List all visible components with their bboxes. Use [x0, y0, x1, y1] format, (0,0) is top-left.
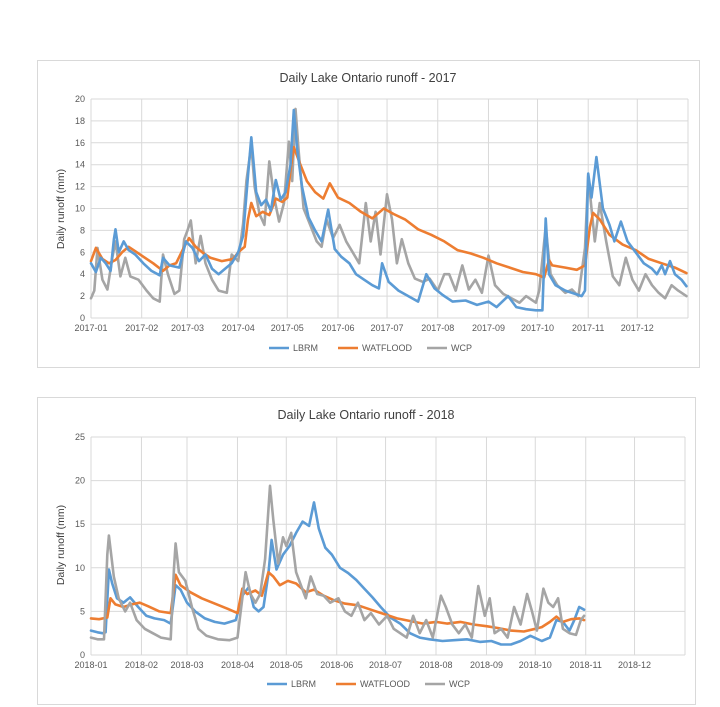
y-tick-label: 25 — [75, 432, 85, 442]
legend-item-wcp: WCP — [427, 343, 472, 353]
chart-2018: Daily Lake Ontario runoff - 2018 Daily r… — [55, 408, 686, 689]
y-tick-label: 14 — [75, 160, 85, 170]
legend-label: WCP — [449, 679, 470, 689]
legend: LBRM WATFLOOD WCP — [269, 343, 472, 353]
legend-item-lbrm: LBRM — [269, 343, 318, 353]
gridlines — [90, 436, 686, 656]
legend-label: LBRM — [291, 679, 316, 689]
x-tick-label: 2018-04 — [221, 660, 254, 670]
legend-item-lbrm: LBRM — [267, 679, 316, 689]
x-tick-label: 2017-11 — [572, 323, 604, 333]
x-tick-label: 2017-10 — [521, 323, 554, 333]
x-tick-label: 2018-11 — [570, 660, 602, 670]
y-tick-label: 20 — [75, 94, 85, 104]
x-tick-label: 2017-07 — [371, 323, 404, 333]
y-tick-label: 6 — [80, 247, 85, 257]
x-tick-label: 2017-08 — [421, 323, 454, 333]
y-tick-label: 2 — [80, 291, 85, 301]
y-axis-label: Daily runoff (mm) — [55, 169, 67, 249]
y-tick-label: 20 — [75, 476, 85, 486]
x-tick-label: 2017-01 — [74, 323, 107, 333]
x-tick-label: 2017-12 — [621, 323, 654, 333]
legend-item-watflood: WATFLOOD — [338, 343, 412, 353]
x-tick-label: 2017-02 — [125, 323, 158, 333]
chart-title: Daily Lake Ontario runoff - 2018 — [278, 408, 455, 422]
x-tick-label: 2018-03 — [171, 660, 204, 670]
x-tick-label: 2018-05 — [270, 660, 303, 670]
y-tick-label: 12 — [75, 182, 85, 192]
chart-panel-2018: Daily Lake Ontario runoff - 2018 Daily r… — [37, 397, 696, 705]
series-line-wcp — [89, 107, 688, 304]
legend-label: WCP — [451, 343, 472, 353]
y-tick-label: 16 — [75, 138, 85, 148]
x-tick-label: 2018-08 — [419, 660, 452, 670]
y-tick-label: 8 — [80, 225, 85, 235]
x-tick-label: 2017-04 — [222, 323, 255, 333]
series-line-watflood — [89, 145, 688, 279]
chart-title: Daily Lake Ontario runoff - 2017 — [280, 71, 457, 85]
legend: LBRM WATFLOOD WCP — [267, 679, 470, 689]
x-tick-label: 2017-06 — [321, 323, 354, 333]
x-tick-label: 2018-01 — [74, 660, 107, 670]
x-tick-label: 2018-12 — [618, 660, 651, 670]
x-tick-label: 2018-10 — [519, 660, 552, 670]
legend-label: LBRM — [293, 343, 318, 353]
x-tick-label: 2017-03 — [171, 323, 204, 333]
x-tick-label: 2017-05 — [271, 323, 304, 333]
y-tick-label: 10 — [75, 563, 85, 573]
x-tick-label: 2017-09 — [472, 323, 505, 333]
y-tick-label: 5 — [80, 606, 85, 616]
y-tick-label: 4 — [80, 269, 85, 279]
chart-2017: Daily Lake Ontario runoff - 2017 Daily r… — [55, 71, 689, 353]
y-tick-label: 15 — [75, 519, 85, 529]
legend-item-watflood: WATFLOOD — [336, 679, 410, 689]
x-tick-label: 2018-06 — [320, 660, 353, 670]
y-tick-label: 0 — [80, 313, 85, 323]
series-line-lbrm — [89, 108, 688, 312]
series-line-wcp — [89, 484, 586, 642]
legend-item-wcp: WCP — [425, 679, 470, 689]
x-tick-label: 2018-09 — [470, 660, 503, 670]
y-axis-label: Daily runoff (mm) — [55, 505, 67, 585]
legend-label: WATFLOOD — [360, 679, 410, 689]
y-tick-label: 18 — [75, 116, 85, 126]
legend-label: WATFLOOD — [362, 343, 412, 353]
x-tick-label: 2018-02 — [125, 660, 158, 670]
x-tick-label: 2018-07 — [369, 660, 402, 670]
y-tick-label: 10 — [75, 204, 85, 214]
chart-panel-2017: Daily Lake Ontario runoff - 2017 Daily r… — [37, 60, 700, 368]
series-line-lbrm — [89, 501, 586, 646]
y-tick-label: 0 — [80, 650, 85, 660]
